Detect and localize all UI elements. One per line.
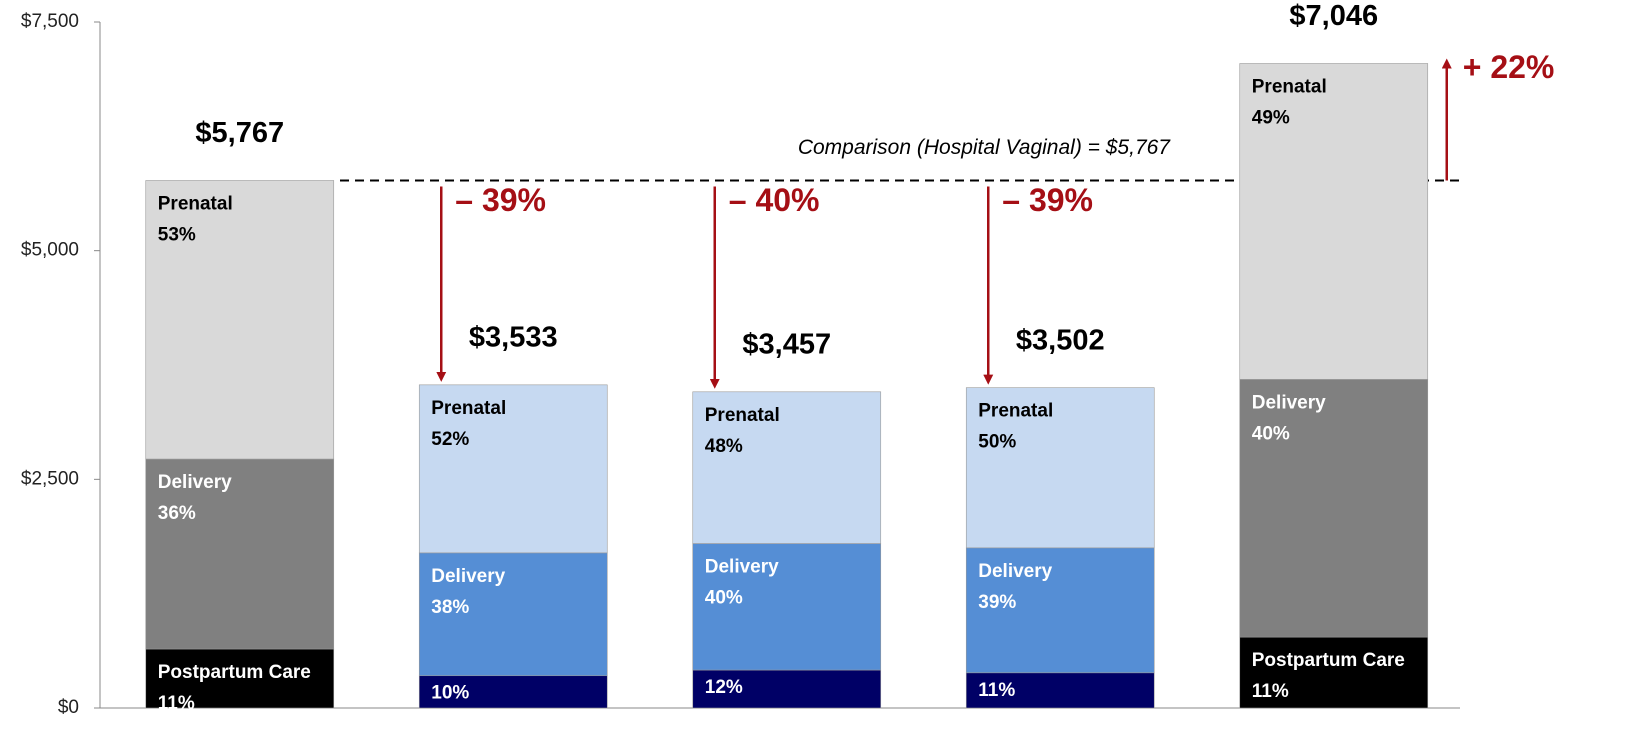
segment-share: 40% [1252, 423, 1290, 444]
total-label: $5,767 [195, 117, 284, 149]
segment-share: 10% [431, 683, 469, 704]
segment-name: Prenatal [1252, 77, 1327, 98]
segment-name: Prenatal [978, 401, 1053, 422]
y-tick-label: $2,500 [21, 468, 79, 489]
bar-segment [418, 552, 608, 677]
bar-segment [1239, 63, 1429, 380]
segment-share: 40% [705, 588, 743, 609]
segment-name: Prenatal [705, 405, 780, 426]
segment-share: 11% [158, 693, 195, 714]
bar-segment [965, 672, 1155, 709]
segment-share: 50% [978, 432, 1016, 453]
bar-segment [145, 648, 335, 709]
total-label: $3,502 [1016, 324, 1105, 356]
reference-label: Comparison (Hospital Vaginal) = $5,767 [798, 136, 1171, 159]
segment-name: Postpartum Care [158, 662, 311, 683]
segment-share: 11% [1252, 681, 1289, 702]
y-tick-label: $5,000 [21, 240, 79, 261]
segment-share: 39% [978, 592, 1016, 613]
segment-name: Delivery [1252, 392, 1326, 413]
total-label: $3,457 [742, 328, 831, 360]
change-label: + 22% [1463, 49, 1555, 85]
bar-segment [418, 675, 608, 709]
y-tick-label: $0 [58, 697, 79, 718]
y-tick-label: $7,500 [21, 11, 79, 32]
segment-name: Delivery [431, 566, 505, 587]
segment-share: 49% [1252, 108, 1290, 129]
change-label: – 39% [1002, 182, 1093, 218]
segment-name: Postpartum Care [1252, 650, 1405, 671]
bar-segment [965, 387, 1155, 549]
bar-segment [692, 669, 882, 709]
segment-name: Prenatal [158, 194, 233, 215]
segment-name: Delivery [705, 557, 779, 578]
segment-share: 11% [978, 680, 1015, 701]
total-label: $7,046 [1289, 0, 1378, 32]
segment-name: Prenatal [431, 398, 506, 419]
segment-share: 48% [705, 436, 743, 457]
segment-share: 52% [431, 429, 469, 450]
change-label: – 39% [455, 182, 546, 218]
segment-share: 53% [158, 225, 196, 246]
bar-segment [692, 391, 882, 544]
segment-share: 12% [705, 677, 743, 698]
bar-segment [1239, 379, 1429, 638]
change-label: – 40% [729, 182, 820, 218]
segment-name: Delivery [158, 472, 232, 493]
bar-segment [965, 547, 1155, 674]
bar-segment [145, 180, 335, 460]
bar-segment [145, 458, 335, 650]
bar-segment [1239, 636, 1429, 709]
bar-segment [418, 384, 608, 554]
total-label: $3,533 [469, 322, 558, 354]
segment-share: 38% [431, 597, 469, 618]
segment-share: 36% [158, 503, 196, 524]
segment-name: Delivery [978, 561, 1052, 582]
